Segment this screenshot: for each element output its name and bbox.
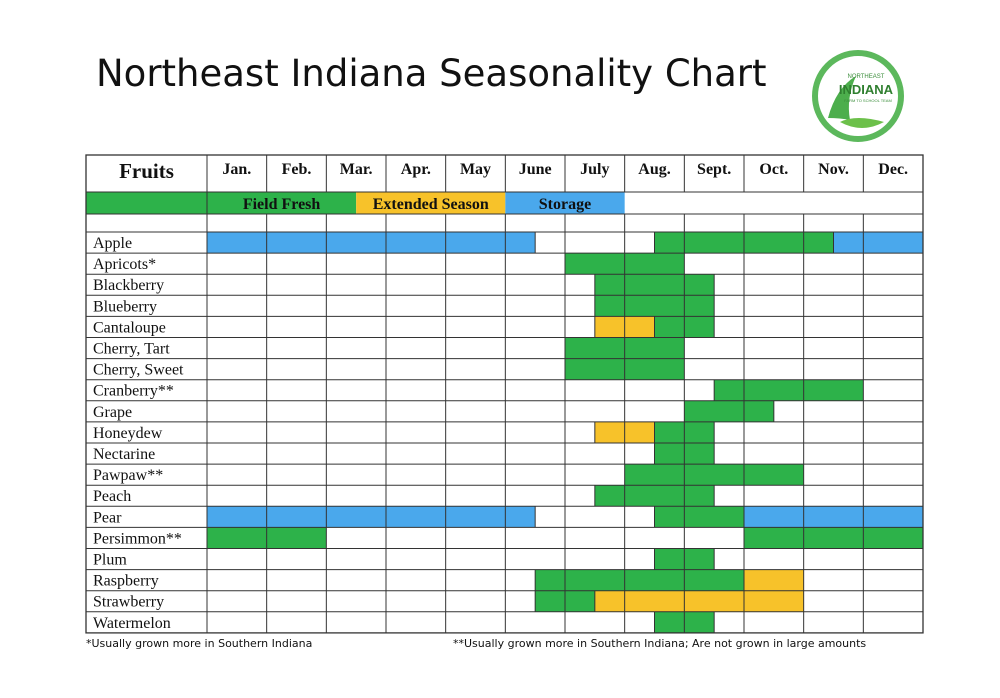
fruit-label: Persimmon** xyxy=(93,530,182,547)
chart-title: Northeast Indiana Seasonality Chart xyxy=(96,52,767,95)
fruit-label: Cherry, Tart xyxy=(93,341,170,358)
season-bar-blackberry-0 xyxy=(594,274,715,296)
fruit-label: Cantaloupe xyxy=(93,319,166,336)
legend-band-storage xyxy=(505,192,625,214)
season-bar-apple-2 xyxy=(833,232,923,254)
fruit-label: Plum xyxy=(93,552,127,569)
header-month: May xyxy=(460,161,491,178)
legend-band-field xyxy=(207,192,357,214)
footnote-double: **Usually grown more in Southern Indiana… xyxy=(453,637,867,650)
fruit-label: Cherry, Sweet xyxy=(93,362,184,379)
header-month: Sept. xyxy=(697,161,731,178)
logo-line3: FARM TO SCHOOL TEAM xyxy=(844,98,892,103)
fruit-label: Peach xyxy=(93,488,131,505)
table-border xyxy=(85,154,924,634)
season-bar-pear-1 xyxy=(654,506,744,528)
farm-to-school-logo: NORTHEAST INDIANA FARM TO SCHOOL TEAM xyxy=(812,50,904,142)
fruit-label: Raspberry xyxy=(93,573,159,590)
season-bar-persimmon-1 xyxy=(744,527,923,549)
legend-label-field: Field Fresh xyxy=(243,196,321,213)
footnote-single: *Usually grown more in Southern Indiana xyxy=(86,637,313,650)
header-month: Nov. xyxy=(818,161,849,178)
header-month: Aug. xyxy=(638,161,670,178)
fruit-label: Cranberry** xyxy=(93,383,174,400)
season-bar-cranberry-0 xyxy=(714,379,864,401)
header-month: Apr. xyxy=(401,161,431,178)
season-bar-pear-2 xyxy=(744,506,923,528)
header-month: Dec. xyxy=(878,161,908,178)
logo-line1: NORTHEAST xyxy=(848,74,885,80)
season-bar-strawberry-1 xyxy=(594,590,804,612)
season-bar-grape-0 xyxy=(684,400,774,422)
header-month: June xyxy=(519,161,552,178)
season-bar-pear-0 xyxy=(207,506,536,528)
legend-band-extended xyxy=(356,192,506,214)
header-month: Jan. xyxy=(222,161,251,178)
fruit-label: Pear xyxy=(93,509,122,526)
season-bar-apple-0 xyxy=(207,232,536,254)
fruit-label: Pawpaw** xyxy=(93,467,163,484)
legend-label-extended: Extended Season xyxy=(373,196,489,213)
legend-band-first-cell xyxy=(86,192,207,214)
header-month: July xyxy=(580,161,609,178)
fruit-label: Blackberry xyxy=(93,277,164,294)
header-month: Oct. xyxy=(759,161,788,178)
season-bar-raspberry-1 xyxy=(744,569,804,591)
header-month: Mar. xyxy=(340,161,373,178)
fruit-label: Apple xyxy=(93,235,132,252)
season-bar-peach-0 xyxy=(594,485,715,507)
fruit-label: Watermelon xyxy=(93,615,171,632)
fruit-label: Blueberry xyxy=(93,298,157,315)
fruit-label: Grape xyxy=(93,404,132,421)
fruit-label: Honeydew xyxy=(93,425,163,442)
header-fruits: Fruits xyxy=(119,159,174,183)
fruit-label: Strawberry xyxy=(93,594,164,611)
header-month: Feb. xyxy=(282,161,312,178)
legend-label-storage: Storage xyxy=(539,196,591,213)
fruit-label: Nectarine xyxy=(93,446,155,463)
season-bar-pawpaw-0 xyxy=(624,464,804,486)
season-bar-raspberry-0 xyxy=(535,569,744,591)
fruit-label: Apricots* xyxy=(93,256,156,273)
logo-line2: INDIANA xyxy=(839,82,894,97)
season-bar-blueberry-0 xyxy=(594,295,715,317)
